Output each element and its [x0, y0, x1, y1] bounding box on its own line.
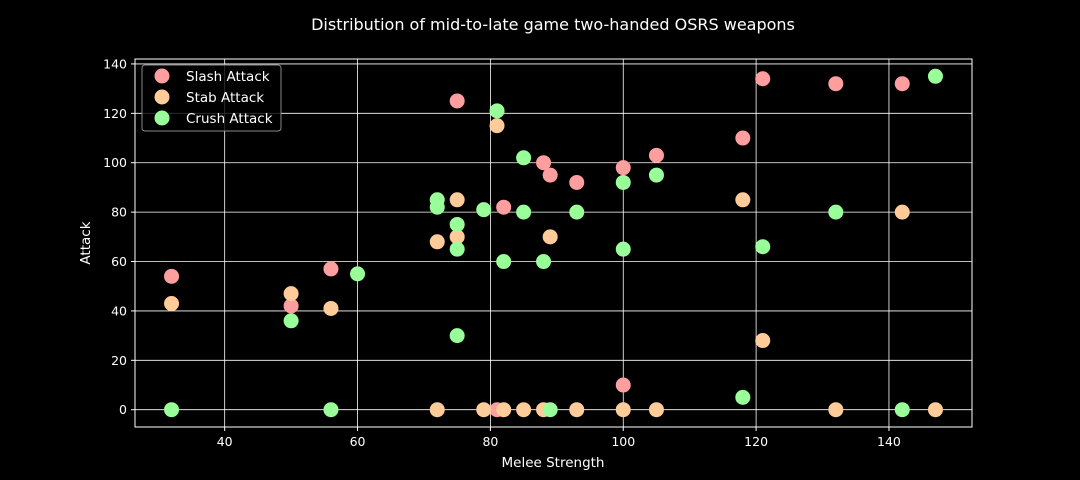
legend-marker-slash: [154, 68, 170, 84]
x-axis-title: Melee Strength: [501, 455, 604, 471]
legend-marker-stab: [154, 89, 170, 105]
legend: Slash Attack Stab Attack Crush Attack: [141, 64, 282, 132]
plot-frame: [134, 58, 973, 428]
point-stab: [828, 402, 844, 418]
point-stab: [516, 402, 532, 418]
point-slash: [615, 377, 631, 393]
point-crush: [648, 167, 664, 183]
y-tick-label: 20: [111, 353, 127, 368]
point-crush: [516, 204, 532, 220]
point-slash: [755, 71, 771, 87]
x-tick-label: 40: [217, 434, 233, 449]
point-slash: [894, 76, 910, 92]
point-stab: [449, 192, 465, 208]
y-tick-label: 140: [103, 56, 127, 71]
point-crush: [283, 313, 299, 329]
chart-title: Distribution of mid-to-late game two-han…: [311, 15, 795, 34]
legend-label-crush: Crush Attack: [186, 111, 273, 127]
point-stab: [476, 402, 492, 418]
point-crush: [828, 204, 844, 220]
point-stab: [894, 204, 910, 220]
point-slash: [323, 261, 339, 277]
point-slash: [536, 155, 552, 171]
point-crush: [350, 266, 366, 282]
point-stab: [283, 286, 299, 302]
point-crush: [927, 68, 943, 84]
y-tick-label: 40: [111, 303, 127, 318]
legend-marker-crush: [154, 110, 170, 126]
x-tick-label: 80: [482, 434, 498, 449]
y-tick-label: 100: [103, 155, 127, 170]
point-crush: [615, 241, 631, 257]
point-crush: [449, 328, 465, 344]
y-tick-label: 80: [111, 205, 127, 220]
point-slash: [828, 76, 844, 92]
point-crush: [755, 239, 771, 255]
x-tick-label: 120: [744, 434, 768, 449]
point-crush: [323, 402, 339, 418]
point-crush: [476, 202, 492, 218]
point-stab: [496, 402, 512, 418]
legend-label-slash: Slash Attack: [186, 69, 270, 85]
point-stab: [755, 333, 771, 349]
x-axis-ticks: 40 60 80 100 120 140: [217, 427, 901, 449]
point-crush: [449, 216, 465, 232]
legend-label-stab: Stab Attack: [186, 90, 264, 106]
point-slash: [496, 199, 512, 215]
point-crush: [536, 254, 552, 270]
point-slash: [283, 298, 299, 314]
point-stab: [735, 192, 751, 208]
legend-box: [141, 64, 282, 132]
point-crush: [542, 402, 558, 418]
point-stab: [542, 229, 558, 245]
point-stab: [615, 402, 631, 418]
point-stab: [648, 402, 664, 418]
point-stab: [449, 229, 465, 245]
point-crush: [489, 103, 505, 119]
point-slash: [449, 93, 465, 109]
point-slash: [735, 130, 751, 146]
point-stab: [569, 402, 585, 418]
y-tick-label: 120: [103, 106, 127, 121]
point-crush: [164, 402, 180, 418]
point-slash: [542, 167, 558, 183]
point-slash: [648, 147, 664, 163]
point-crush: [569, 204, 585, 220]
point-crush: [615, 174, 631, 190]
point-crush: [516, 150, 532, 166]
x-tick-label: 60: [350, 434, 366, 449]
point-crush: [894, 402, 910, 418]
point-stab: [429, 402, 445, 418]
point-crush: [429, 199, 445, 215]
point-stab: [927, 402, 943, 418]
x-tick-label: 100: [611, 434, 635, 449]
point-slash: [615, 160, 631, 176]
point-stab: [164, 296, 180, 312]
y-axis-title: Attack: [78, 221, 94, 264]
point-slash: [164, 268, 180, 284]
point-crush: [735, 389, 751, 405]
point-slash: [569, 174, 585, 190]
point-crush: [449, 241, 465, 257]
point-stab: [429, 234, 445, 250]
point-stab: [489, 118, 505, 134]
point-stab: [323, 300, 339, 316]
y-tick-label: 0: [119, 402, 127, 417]
y-axis-ticks: 0 20 40 60 80 100 120 140: [103, 56, 135, 417]
point-crush: [496, 254, 512, 270]
x-tick-label: 140: [877, 434, 901, 449]
data-points: [164, 68, 943, 418]
y-tick-label: 60: [111, 254, 127, 269]
